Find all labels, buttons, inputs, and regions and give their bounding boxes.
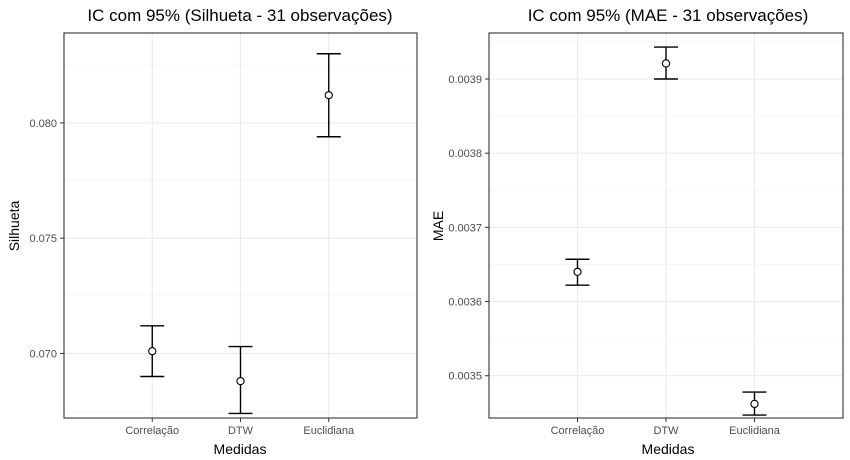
y-axis-label: Silhueta xyxy=(6,200,22,251)
chart-title: IC com 95% (MAE - 31 observações) xyxy=(528,6,809,25)
x-axis: Correlação DTW Euclidiana xyxy=(125,418,355,437)
error-bars xyxy=(565,46,767,416)
mean-point xyxy=(148,346,157,356)
x-tick-label: DTW xyxy=(228,425,254,437)
mean-point xyxy=(750,399,759,409)
chart-title: IC com 95% (Silhueta - 31 observações) xyxy=(87,6,392,25)
mean-point xyxy=(573,267,582,277)
grid xyxy=(489,33,843,418)
y-tick-label: 0.070 xyxy=(29,348,57,360)
chart-silhueta: IC com 95% (Silhueta - 31 observações) 0… xyxy=(6,6,418,457)
error-bars xyxy=(140,53,341,415)
y-axis: 0.0035 0.0036 0.0037 0.0038 0.0039 xyxy=(448,74,489,383)
x-tick-label: Correlação xyxy=(125,425,179,437)
mean-point xyxy=(661,59,671,68)
y-tick-label: 0.0039 xyxy=(448,74,482,86)
y-tick-label: 0.080 xyxy=(29,118,57,130)
x-tick-label: Euclidiana xyxy=(729,425,781,437)
y-axis-label: MAE xyxy=(430,211,446,241)
x-tick-label: Euclidiana xyxy=(303,425,355,437)
mean-point xyxy=(236,376,245,386)
y-tick-label: 0.0035 xyxy=(448,371,482,383)
chart-mae: IC com 95% (MAE - 31 observações) 0.0035… xyxy=(430,6,844,457)
x-axis: Correlação DTW Euclidiana xyxy=(551,418,781,437)
y-tick-label: 0.0038 xyxy=(448,148,482,160)
y-tick-label: 0.0037 xyxy=(448,222,482,234)
x-tick-label: Correlação xyxy=(551,425,605,437)
y-tick-label: 0.075 xyxy=(29,233,57,245)
y-axis: 0.070 0.075 0.080 xyxy=(29,118,64,360)
mean-point xyxy=(324,91,333,100)
x-tick-label: DTW xyxy=(653,425,679,437)
y-tick-label: 0.0036 xyxy=(448,297,482,309)
x-axis-label: Medidas xyxy=(642,441,695,457)
x-axis-label: Medidas xyxy=(214,441,267,457)
